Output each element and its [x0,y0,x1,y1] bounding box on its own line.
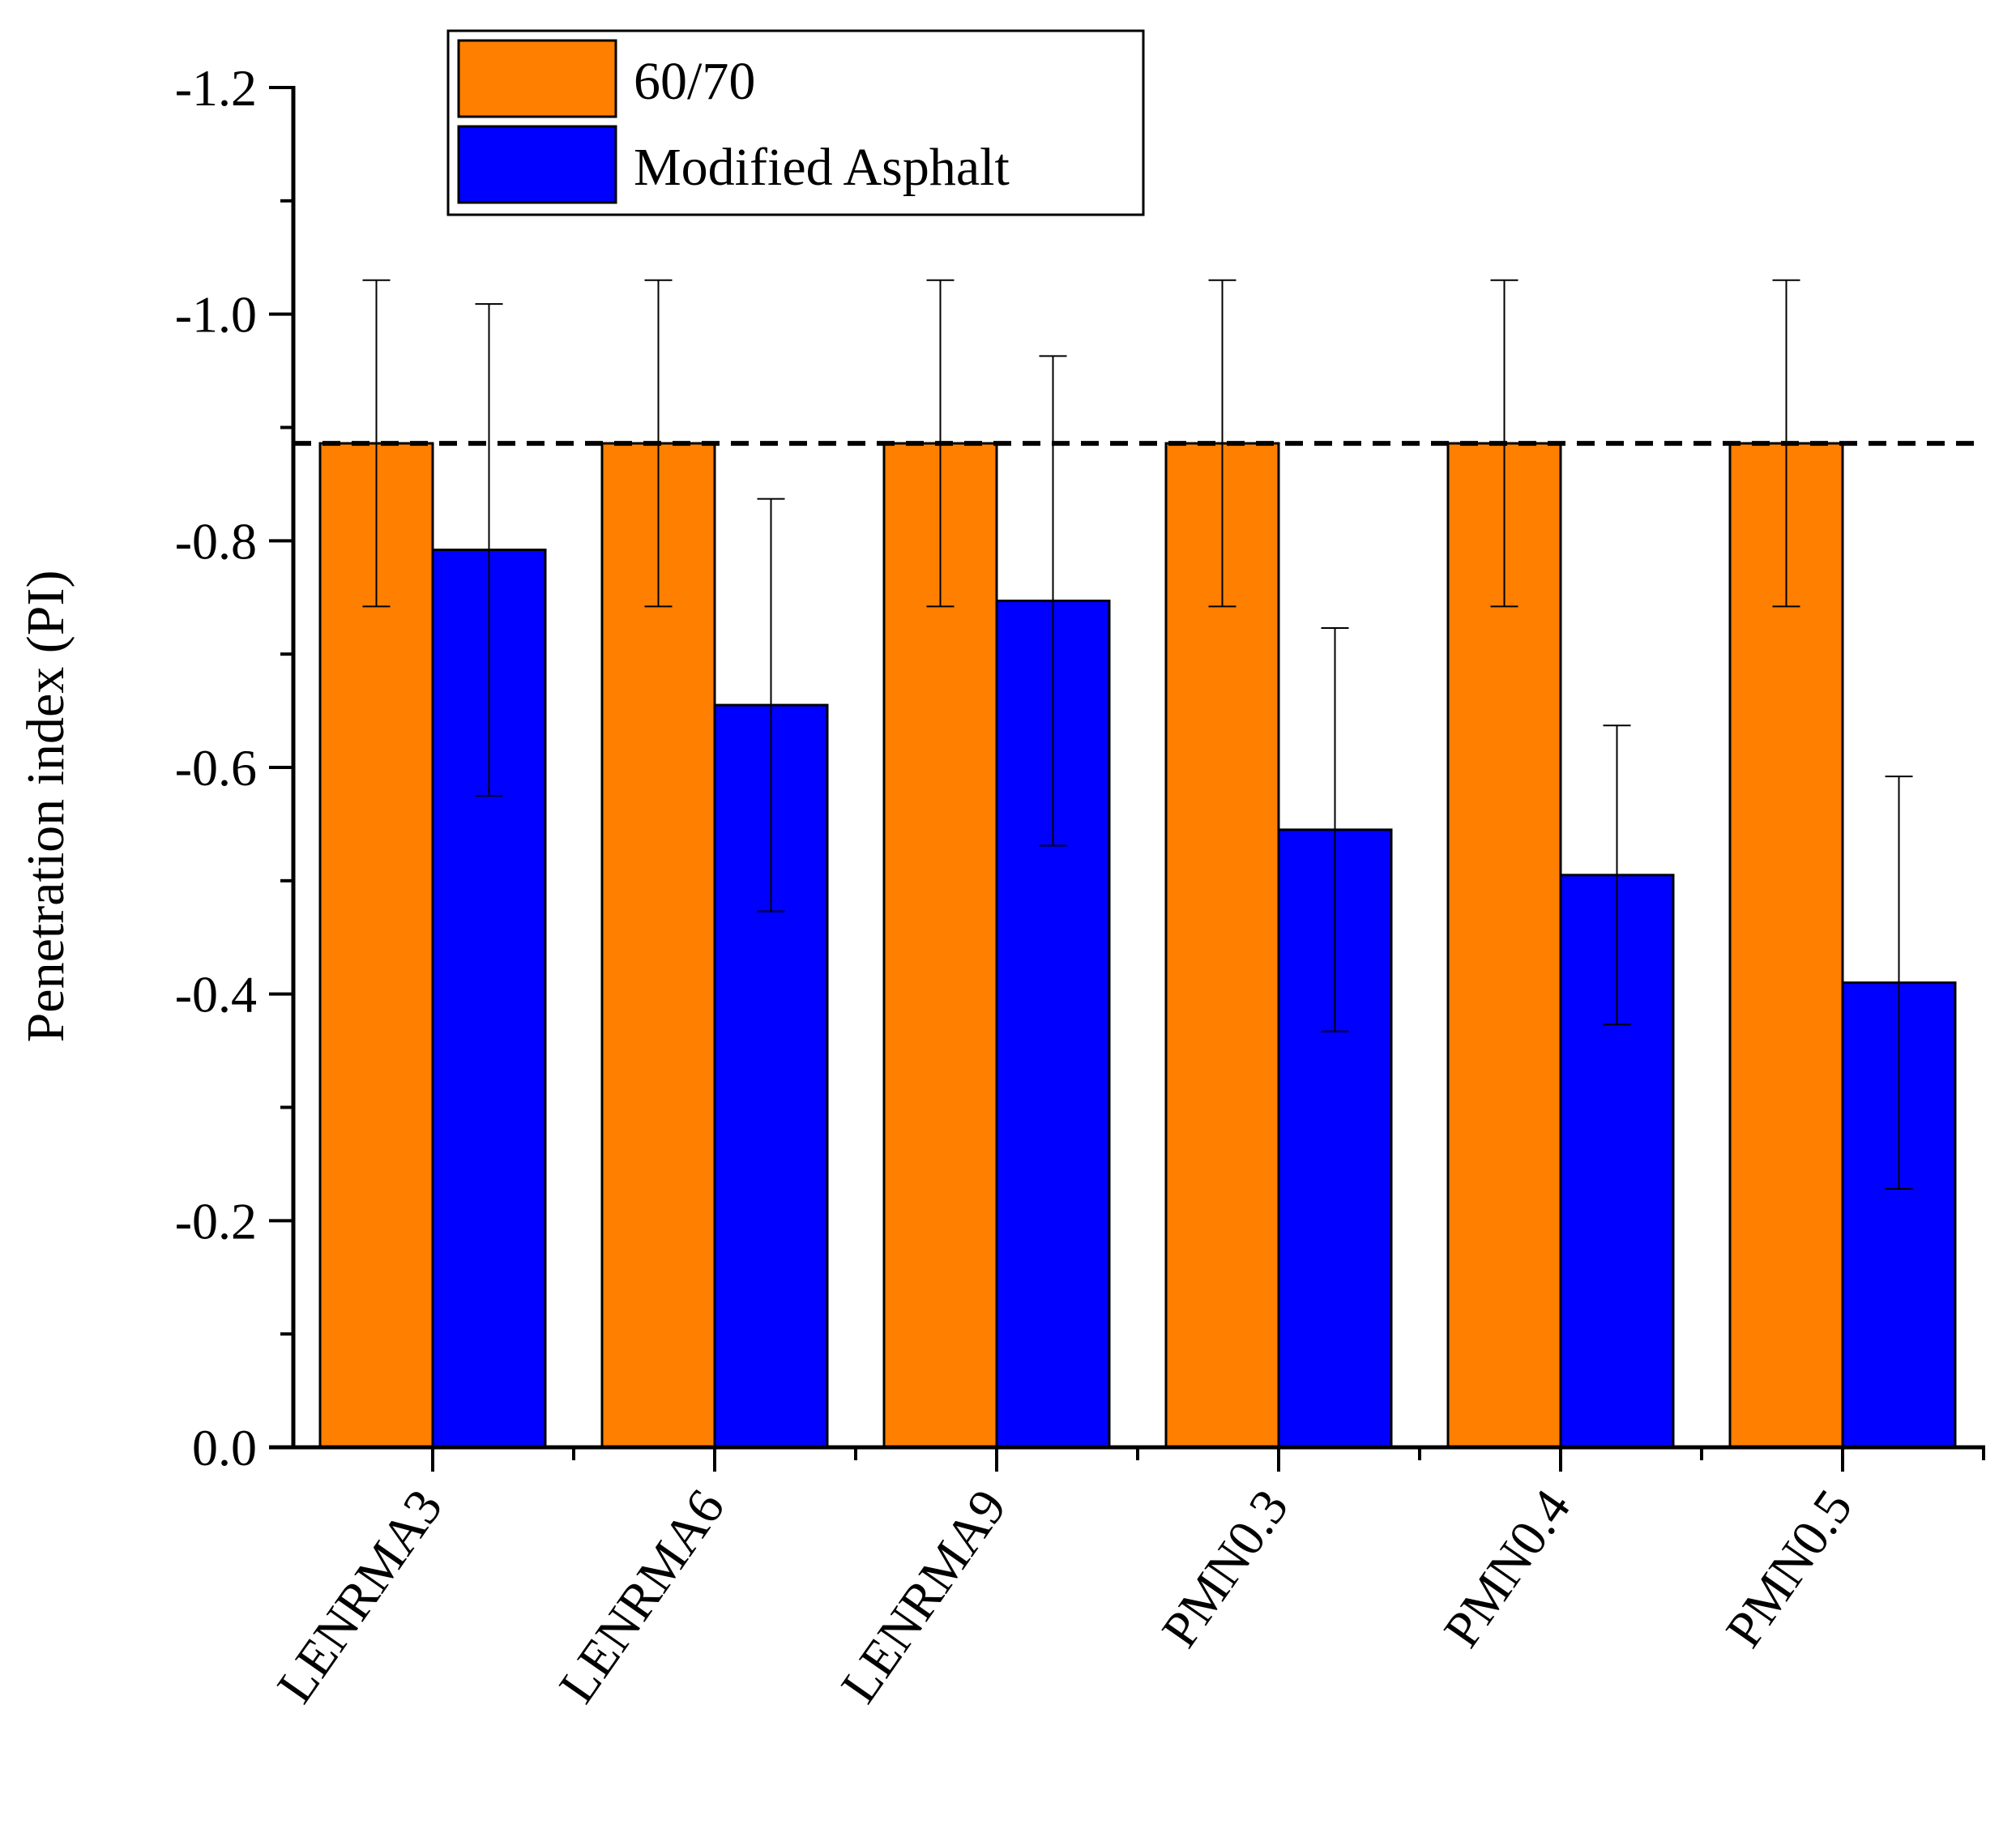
error-bar-modified-pmn0-3 [1321,627,1349,1032]
error-bar-modified-pmn0-5 [1885,776,1913,1190]
legend-swatch-base [457,39,617,118]
bar-base-pmn0-4 [1446,442,1562,1449]
y-tick-label: -1.0 [175,286,257,344]
y-tick-label: -0.4 [175,966,257,1023]
error-bar-modified-pmn0-4 [1603,724,1631,1026]
x-tick-label-pmn0-4: PMN0.4 [1433,1479,1582,1657]
error-bar-modified-lenrma6 [757,498,785,912]
x-tick-label-pmn0-3: PMN0.3 [1151,1479,1300,1657]
bar-base-pmn0-5 [1728,442,1844,1449]
x-tick-label-lenrma9: LENRMA9 [830,1479,1018,1712]
y-tick-label: -0.8 [175,512,257,570]
y-tick-label: -0.2 [175,1192,257,1250]
error-bar-modified-lenrma9 [1039,355,1067,847]
plot-area [293,279,1985,1449]
y-tick-label: -0.6 [175,739,257,797]
error-bar-modified-lenrma3 [475,303,503,797]
bar-base-lenrma3 [318,442,434,1449]
y-tick-label: -1.2 [175,59,257,117]
legend-swatch-modified [457,125,617,204]
y-axis-title: Penetration index (PI) [16,570,75,1043]
y-tick-label: 0.0 [192,1419,257,1476]
x-tick-label-lenrma3: LENRMA3 [266,1479,454,1712]
x-tick-label-lenrma6: LENRMA6 [548,1479,736,1712]
legend: 60/70 Modified Asphalt [446,29,1145,216]
x-tick-label-pmn0-5: PMN0.5 [1715,1479,1864,1657]
error-bar-base-pmn0-3 [1208,279,1237,608]
legend-label-base: 60/70 [634,52,755,111]
bar-base-pmn0-3 [1164,442,1280,1449]
error-bar-base-lenrma3 [362,279,391,608]
legend-label-modified: Modified Asphalt [634,138,1010,197]
